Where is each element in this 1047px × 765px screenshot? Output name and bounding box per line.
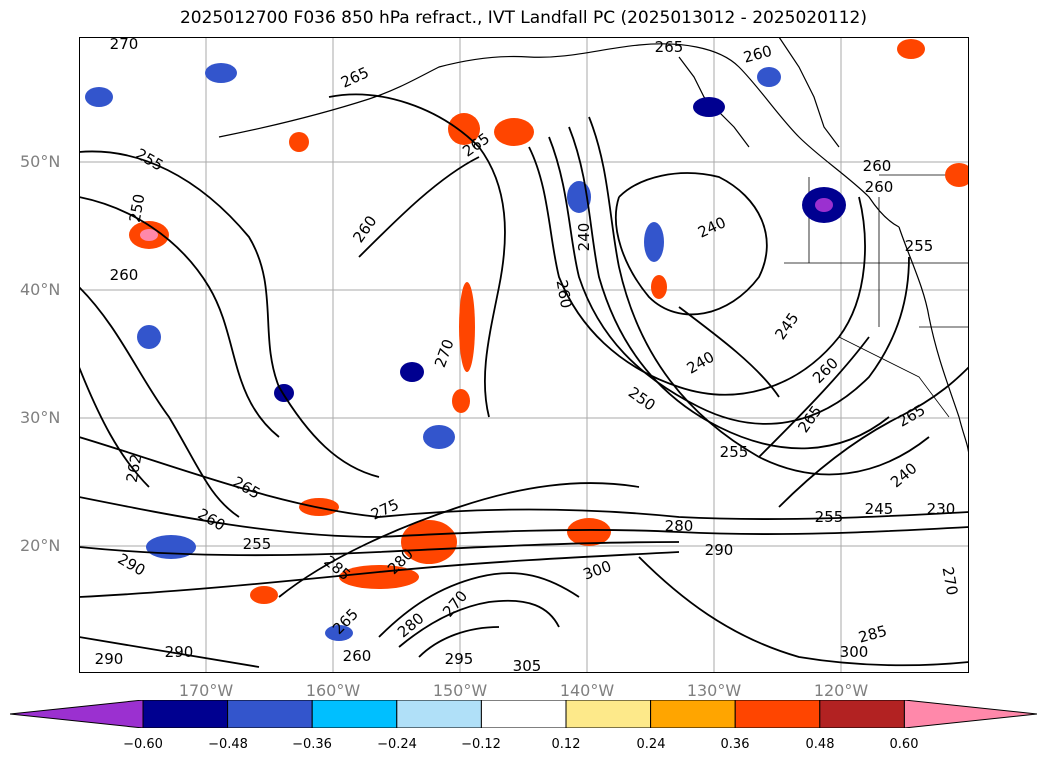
contour-label: 260 xyxy=(195,505,229,535)
colorbar-tick: 0.36 xyxy=(720,737,750,752)
contour-label: 255 xyxy=(133,145,167,175)
lat-label-50n: 50°N xyxy=(20,152,61,171)
colorbar xyxy=(10,700,1037,728)
colorbar-segment xyxy=(650,700,736,728)
contour-label: 245 xyxy=(771,309,802,343)
contour-label: 262 xyxy=(123,452,146,483)
contour-label: 285 xyxy=(320,552,354,584)
contour-label: 290 xyxy=(95,650,124,668)
contour-label: 280 xyxy=(394,609,428,641)
colorbar-segment xyxy=(480,700,567,728)
contour-label: 305 xyxy=(513,657,542,673)
contour-label: 260 xyxy=(809,354,842,387)
contour-label: 240 xyxy=(887,459,921,491)
colorbar-tick: −0.12 xyxy=(461,737,501,752)
map-canvas xyxy=(79,37,969,673)
contour-label: 270 xyxy=(431,337,458,370)
lon-label-140w: 140°W xyxy=(559,681,615,700)
colorbar-segment xyxy=(565,700,652,728)
colorbar-segment xyxy=(903,700,1037,728)
contour-label: 230 xyxy=(927,500,956,518)
contour-labels: 270 265 255 250 260 260 265 265 260 240 … xyxy=(95,37,962,673)
contour-lines xyxy=(79,93,969,668)
colorbar-tick: −0.36 xyxy=(292,737,332,752)
contour-label: 270 xyxy=(939,565,962,596)
contour-label: 290 xyxy=(115,550,149,580)
contour-label: 260 xyxy=(865,178,894,196)
contour-label: 265 xyxy=(329,605,362,638)
colorbar-segment xyxy=(10,700,144,728)
colorbar-tick: −0.24 xyxy=(377,737,417,752)
lon-label-150w: 150°W xyxy=(432,681,488,700)
colorbar-segment xyxy=(734,700,821,728)
contour-label: 300 xyxy=(840,643,869,661)
contour-label: 290 xyxy=(705,541,734,559)
map-plot-area[interactable]: 270 265 255 250 260 260 265 265 260 240 … xyxy=(79,37,969,673)
contour-label: 250 xyxy=(126,192,149,223)
lat-label-20n: 20°N xyxy=(20,536,61,555)
contour-label: 255 xyxy=(243,535,272,553)
contour-label: 250 xyxy=(625,383,659,414)
contour-label: 255 xyxy=(720,443,749,461)
colorbar-segment xyxy=(142,700,229,728)
lat-label-40n: 40°N xyxy=(20,280,61,299)
colorbar-tick: −0.48 xyxy=(208,737,248,752)
contour-label: 255 xyxy=(815,508,844,526)
colorbar-tick: 0.60 xyxy=(889,737,919,752)
colorbar-tick: 0.48 xyxy=(805,737,835,752)
contour-label: 275 xyxy=(368,495,402,523)
contour-label-layer: 270 265 255 250 260 260 265 265 260 240 … xyxy=(95,37,962,673)
contour-label: 240 xyxy=(575,223,593,252)
colorbar-segment xyxy=(311,700,398,728)
shaded-patches xyxy=(85,39,969,641)
colorbar-segment xyxy=(396,700,482,728)
colorbar-tick: −0.60 xyxy=(123,737,163,752)
contour-label: 290 xyxy=(165,643,194,661)
contour-label: 265 xyxy=(794,402,825,436)
map-title: 2025012700 F036 850 hPa refract., IVT La… xyxy=(179,8,867,28)
colorbar-segment xyxy=(227,700,313,728)
contour-label: 265 xyxy=(338,63,372,91)
colorbar-segment xyxy=(819,700,905,728)
contour-label: 265 xyxy=(459,129,493,160)
lat-label-30n: 30°N xyxy=(20,408,61,427)
contour-label: 260 xyxy=(343,647,372,665)
lon-label-130w: 130°W xyxy=(686,681,742,700)
contour-label: 245 xyxy=(865,500,894,518)
contour-label: 260 xyxy=(349,212,380,246)
contour-label: 280 xyxy=(665,517,694,535)
contour-label: 260 xyxy=(553,278,576,309)
contour-label: 260 xyxy=(742,42,774,67)
contour-label: 295 xyxy=(445,650,474,668)
contour-label: 280 xyxy=(384,545,417,578)
lon-label-120w: 120°W xyxy=(813,681,869,700)
contour-label: 265 xyxy=(895,401,929,431)
contour-label: 260 xyxy=(110,266,139,284)
contour-label: 270 xyxy=(439,587,471,621)
lon-label-160w: 160°W xyxy=(305,681,361,700)
colorbar-tick: 0.24 xyxy=(636,737,666,752)
contour-label: 255 xyxy=(905,237,934,255)
contour-label: 265 xyxy=(230,473,264,503)
contour-label: 300 xyxy=(581,557,614,584)
lon-label-170w: 170°W xyxy=(178,681,234,700)
colorbar-tick: 0.12 xyxy=(551,737,581,752)
contour-label: 270 xyxy=(110,37,139,53)
contour-label: 240 xyxy=(695,213,729,241)
contour-label: 265 xyxy=(655,38,684,56)
contour-label: 260 xyxy=(863,157,892,175)
contour-label: 240 xyxy=(684,348,718,378)
